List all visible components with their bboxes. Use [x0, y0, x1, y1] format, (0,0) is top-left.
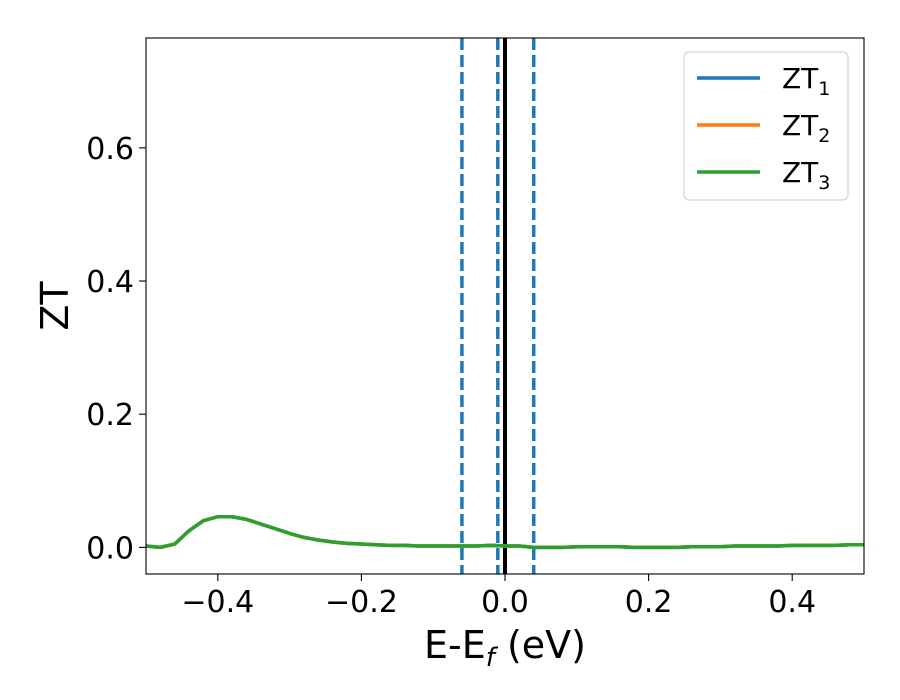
y-axis-ticks: 0.0 0.2 0.4 0.6: [86, 132, 146, 566]
x-axis-label-unit: (eV): [495, 623, 586, 667]
x-tick-label: −0.2: [325, 585, 398, 620]
x-axis-label: E-Ef (eV): [424, 623, 586, 673]
x-tick-label: −0.4: [181, 585, 254, 620]
y-tick-label: 0.4: [86, 265, 134, 300]
legend-label-2: ZT2: [782, 109, 830, 147]
series-line-3: [146, 514, 864, 550]
y-tick-label: 0.0: [86, 531, 134, 566]
x-axis-label-main: E-E: [424, 623, 486, 667]
x-tick-label: 0.2: [625, 585, 673, 620]
y-axis-label: ZT: [33, 281, 77, 331]
legend-label-1: ZT1: [782, 62, 830, 100]
y-tick-label: 0.2: [86, 398, 134, 433]
x-axis-ticks: −0.4 −0.2 0.0 0.2 0.4: [181, 574, 816, 620]
legend-box: [683, 51, 849, 201]
legend-label-3: ZT3: [782, 156, 830, 194]
y-tick-label: 0.6: [86, 132, 134, 167]
series-lines: [146, 514, 864, 550]
x-tick-label: 0.0: [481, 585, 529, 620]
legend: ZT1 ZT2 ZT3: [683, 51, 849, 201]
x-tick-label: 0.4: [768, 585, 816, 620]
vertical-lines: [460, 38, 536, 574]
